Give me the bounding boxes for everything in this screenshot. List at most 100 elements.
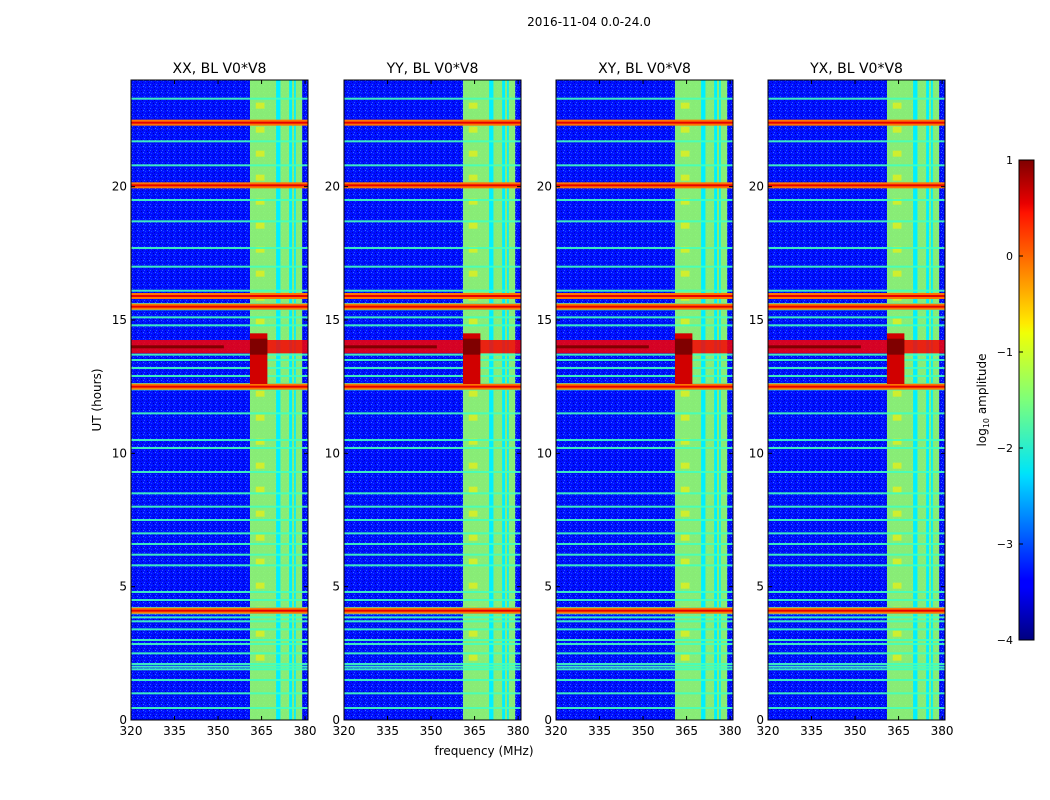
rfi-line bbox=[131, 616, 308, 619]
x-tick-label: 350 bbox=[420, 724, 443, 738]
x-tick-label: 350 bbox=[632, 724, 655, 738]
y-tick-label: 5 bbox=[119, 580, 127, 594]
x-tick-label: 335 bbox=[376, 724, 399, 738]
rfi-line bbox=[768, 140, 945, 143]
rfi-line bbox=[556, 140, 733, 143]
rfi-strong-core bbox=[344, 609, 521, 612]
band-blob bbox=[468, 198, 478, 205]
rfi-line bbox=[131, 553, 308, 556]
rfi-line bbox=[768, 324, 945, 327]
band-blob bbox=[680, 102, 690, 109]
rfi-line bbox=[131, 564, 308, 567]
rfi-strong-core bbox=[131, 184, 308, 187]
band-blob bbox=[680, 174, 690, 181]
band-blob bbox=[255, 270, 265, 277]
rfi-line bbox=[344, 164, 521, 167]
band-blob bbox=[892, 510, 902, 517]
band-blob bbox=[680, 246, 690, 253]
rfi-strong-core bbox=[768, 184, 945, 187]
band-blob bbox=[468, 534, 478, 541]
rfi-line bbox=[344, 616, 521, 619]
rfi-line bbox=[768, 643, 945, 645]
panel-title: XX, BL V0*V8 bbox=[173, 61, 267, 77]
band-blob bbox=[680, 462, 690, 469]
axes-frame bbox=[555, 79, 734, 721]
rfi-line bbox=[344, 140, 521, 143]
band-blob bbox=[255, 174, 265, 181]
band-blob bbox=[255, 246, 265, 253]
rfi-line bbox=[768, 620, 945, 623]
colorbar-tick-label: −2 bbox=[997, 442, 1013, 455]
rfi-line bbox=[556, 505, 733, 508]
rfi-line bbox=[768, 543, 945, 545]
band-blob bbox=[892, 126, 902, 133]
band-blob bbox=[892, 102, 902, 109]
rfi-strong-core bbox=[556, 121, 733, 124]
band-blob bbox=[892, 438, 902, 445]
x-tick-label: 365 bbox=[463, 724, 486, 738]
rfi-line bbox=[556, 289, 733, 292]
rfi-strong-core bbox=[344, 305, 521, 308]
x-axis-label: frequency (MHz) bbox=[434, 744, 533, 758]
band-gap bbox=[931, 80, 933, 720]
rfi-line bbox=[344, 247, 521, 249]
band-blob bbox=[255, 102, 265, 109]
band-blob bbox=[468, 150, 478, 157]
band-blob bbox=[680, 438, 690, 445]
rfi-line bbox=[131, 359, 308, 361]
rfi-line bbox=[131, 447, 308, 449]
rfi-line bbox=[768, 628, 945, 631]
rfi-line bbox=[768, 247, 945, 249]
band-blob bbox=[255, 318, 265, 325]
x-tick-label: 380 bbox=[507, 724, 530, 738]
band-blob bbox=[680, 510, 690, 517]
rfi-strong-core bbox=[344, 295, 521, 297]
rfi-line bbox=[556, 471, 733, 473]
event-core bbox=[344, 345, 437, 349]
rfi-line bbox=[556, 220, 733, 223]
rfi-strong-core bbox=[344, 121, 521, 124]
x-tick-label: 350 bbox=[844, 724, 867, 738]
rfi-line bbox=[768, 316, 945, 319]
rfi-line bbox=[556, 679, 733, 681]
band-blob bbox=[680, 534, 690, 541]
band-blob bbox=[255, 150, 265, 157]
rfi-line bbox=[344, 353, 521, 356]
rfi-line bbox=[131, 599, 308, 601]
y-tick-label: 5 bbox=[332, 580, 340, 594]
rfi-strong-core bbox=[768, 609, 945, 612]
x-tick-label: 365 bbox=[887, 724, 910, 738]
rfi-line bbox=[131, 247, 308, 249]
y-tick-label: 0 bbox=[119, 713, 127, 727]
y-tick-label: 15 bbox=[325, 313, 340, 327]
rfi-line bbox=[344, 643, 521, 645]
rfi-line bbox=[768, 439, 945, 441]
band-gap bbox=[502, 80, 506, 720]
rfi-line bbox=[344, 220, 521, 223]
band-blob bbox=[468, 630, 478, 637]
rfi-line bbox=[768, 564, 945, 567]
rfi-line bbox=[768, 679, 945, 681]
band-blob bbox=[255, 198, 265, 205]
y-tick-label: 5 bbox=[756, 580, 764, 594]
band-gap bbox=[507, 80, 509, 720]
rfi-line bbox=[344, 359, 521, 361]
rfi-line bbox=[556, 532, 733, 535]
band-blob bbox=[680, 558, 690, 565]
saturated-peak bbox=[674, 338, 693, 355]
rfi-line bbox=[556, 692, 733, 695]
band-blob bbox=[255, 582, 265, 589]
rfi-line bbox=[344, 412, 521, 415]
x-tick-label: 335 bbox=[163, 724, 186, 738]
rfi-line bbox=[344, 367, 521, 369]
band-blob bbox=[680, 198, 690, 205]
rfi-strong-core bbox=[556, 385, 733, 388]
band-gap bbox=[926, 80, 930, 720]
band-blob bbox=[892, 198, 902, 205]
band-blob bbox=[468, 246, 478, 253]
rfi-line bbox=[768, 652, 945, 655]
saturated-peak bbox=[249, 338, 268, 355]
rfi-line bbox=[344, 505, 521, 508]
rfi-line bbox=[344, 692, 521, 695]
